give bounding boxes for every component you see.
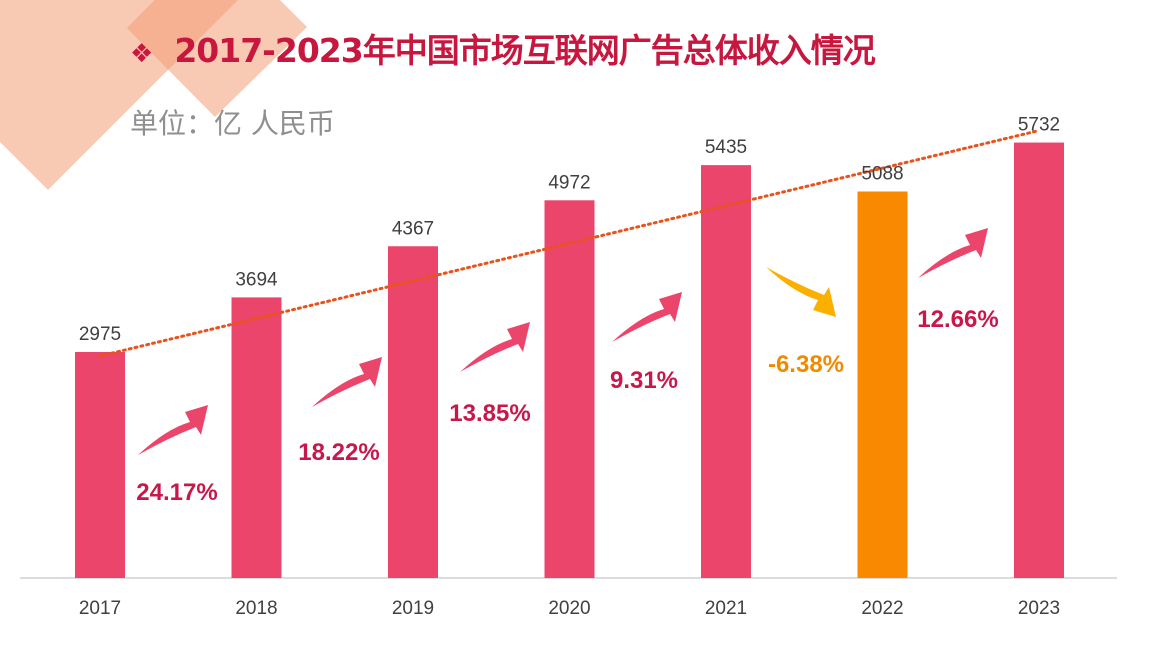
trend-line <box>98 129 1041 358</box>
bar-2020 <box>544 200 595 579</box>
year-label: 2018 <box>235 598 277 619</box>
value-label: 3694 <box>235 269 278 290</box>
year-label: 2021 <box>705 598 747 619</box>
growth-rate-label: 12.66% <box>917 306 998 333</box>
value-label: 4367 <box>392 218 434 239</box>
year-label: 2023 <box>1018 598 1060 619</box>
decor-diamond-small <box>127 0 307 117</box>
arrow-up-icon <box>138 405 208 455</box>
arrow-up-icon <box>312 357 382 407</box>
year-label: 2017 <box>79 598 121 619</box>
arrow-up-icon <box>918 228 988 278</box>
title-bullet-icon: ❖ <box>130 39 153 69</box>
year-label: 2020 <box>548 598 590 619</box>
growth-rate-label: 24.17% <box>136 479 217 506</box>
growth-rate-label: -6.38% <box>768 351 844 378</box>
title-text: 2017-2023年中国市场互联网广告总体收入情况 <box>174 31 875 70</box>
value-label: 2975 <box>79 324 121 345</box>
bar-2019 <box>388 246 438 578</box>
growth-rate-label: 13.85% <box>449 400 530 427</box>
year-label: 2019 <box>392 598 434 619</box>
arrow-up-icon <box>460 322 530 372</box>
value-label: 5088 <box>861 163 903 184</box>
decoration <box>0 0 307 190</box>
year-label: 2022 <box>861 598 903 619</box>
value-label: 4972 <box>548 172 590 193</box>
bar-2017 <box>75 352 125 578</box>
bar-2018 <box>231 297 282 578</box>
arrow-up-icon <box>612 292 682 342</box>
growth-rate-label: 18.22% <box>298 439 379 466</box>
value-label: 5435 <box>705 137 747 158</box>
bar-2022 <box>857 191 908 578</box>
page-title: ❖ 2017-2023年中国市场互联网广告总体收入情况 <box>130 24 876 72</box>
bar-2023 <box>1014 142 1064 578</box>
unit-label: 单位：亿 人民币 <box>130 107 335 140</box>
value-label: 5732 <box>1018 115 1060 136</box>
bar-2021 <box>701 165 751 579</box>
growth-rate-label: 9.31% <box>610 367 678 394</box>
arrow-down-icon <box>766 267 836 317</box>
